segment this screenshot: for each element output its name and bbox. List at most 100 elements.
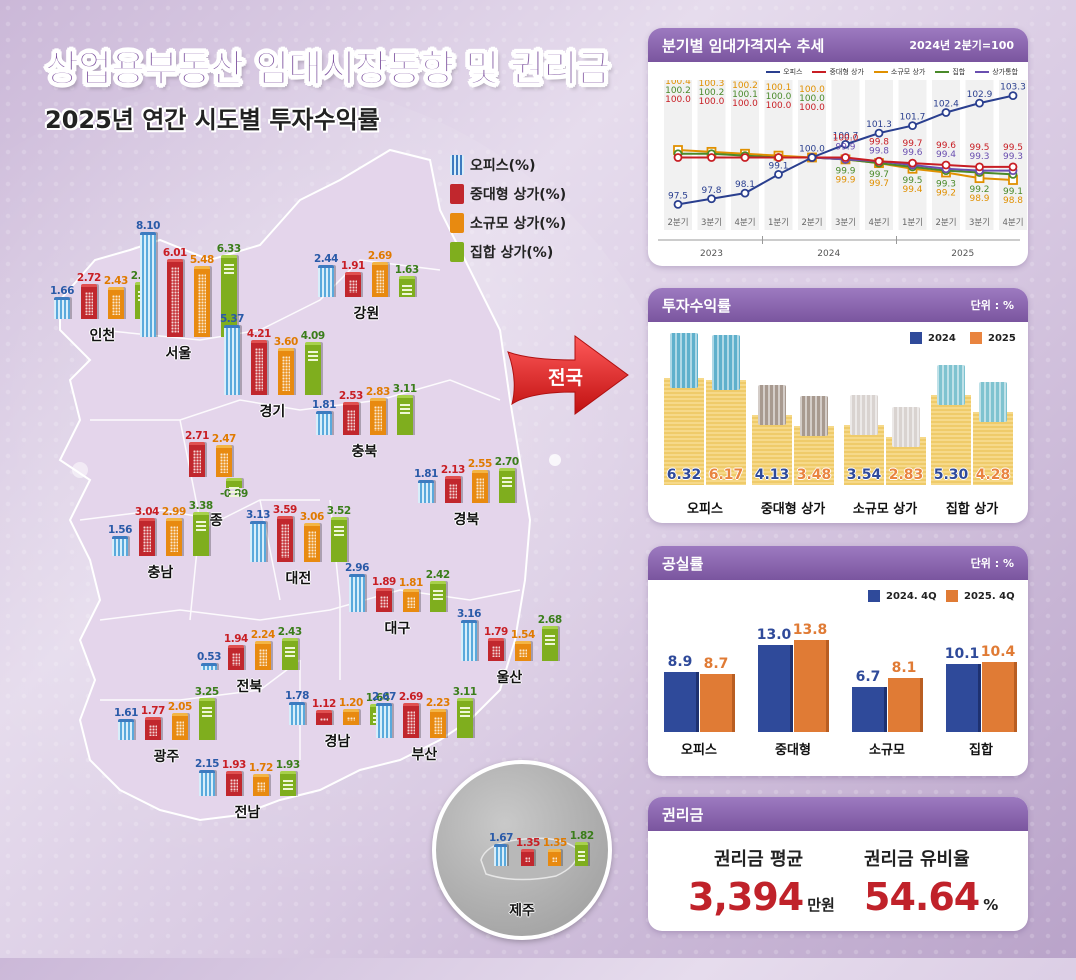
region-gyeonggi: 5.37 4.21 3.60 4.09 경기 xyxy=(220,313,325,421)
mid-retail-bar xyxy=(487,638,504,661)
svg-text:99.7: 99.7 xyxy=(902,139,922,149)
svg-text:97.5: 97.5 xyxy=(668,191,688,201)
investment-return-panel: 투자수익률 단위 : % 2024 2025 6.32 6.17 오피스 4.13 3.… xyxy=(648,288,1028,523)
office-value: 0.53 xyxy=(197,651,221,663)
small-retail-bar xyxy=(193,266,210,337)
svg-text:102.9: 102.9 xyxy=(967,90,993,100)
collective-value: 2.43 xyxy=(277,626,302,638)
small-retail-value: 3.60 xyxy=(273,336,298,348)
vacancy-legend-2024: 2024. 4Q xyxy=(868,590,937,602)
svg-text:2분기: 2분기 xyxy=(667,218,688,228)
mid-retail-bar xyxy=(138,518,155,556)
svg-text:2분기: 2분기 xyxy=(801,218,822,228)
svg-text:99.4: 99.4 xyxy=(902,185,922,195)
building-icon xyxy=(712,335,740,391)
investment-bars: 6.32 6.17 오피스 4.13 3.48 중대형 상가 3.54 2.83 소규모 상가 5… xyxy=(648,288,1028,523)
region-ulsan: 3.16 1.79 1.54 2.68 울산 xyxy=(457,608,562,687)
svg-text:4분기: 4분기 xyxy=(868,218,889,228)
svg-text:100.0: 100.0 xyxy=(665,95,691,105)
vacancy-value: 8.1 xyxy=(891,659,917,676)
category-label: 오피스 xyxy=(681,743,717,758)
mid-retail-value: 1.93 xyxy=(221,759,246,771)
small-retail-bar xyxy=(514,641,531,661)
vacancy-panel: 공실률 단위 : % 2024. 4Q 2025. 4Q 8.9 8.7 오피스 13… xyxy=(648,546,1028,776)
office-value: 8.10 xyxy=(136,220,160,232)
small-retail-value: 1.72 xyxy=(248,762,273,774)
mid-retail-bar xyxy=(402,703,419,738)
collective-value: 3.38 xyxy=(188,500,213,512)
svg-text:99.1: 99.1 xyxy=(768,161,788,171)
jeju-inset: 1.67 1.35 1.35 1.82 제주 xyxy=(432,760,612,940)
office-value: 2.15 xyxy=(195,758,219,770)
premium-average-value: 3,394 만원 xyxy=(688,875,835,919)
mid-retail-value: 1.79 xyxy=(483,626,508,638)
svg-text:100.0: 100.0 xyxy=(799,94,825,104)
region-seoul: 8.10 6.01 5.48 6.33 서울 xyxy=(136,220,241,363)
vacancy-value: 13.0 xyxy=(756,626,792,643)
small-retail-bar xyxy=(342,709,359,725)
panel-unit: 단위 : % xyxy=(970,557,1014,570)
svg-text:3분기: 3분기 xyxy=(969,218,990,228)
mid-retail-bar xyxy=(521,849,535,866)
office-bar xyxy=(494,844,508,866)
collective-value: 1.64 xyxy=(365,692,390,704)
svg-text:100.1: 100.1 xyxy=(732,90,758,100)
legend-mid-retail: 중대형 상가(%) xyxy=(450,184,566,204)
svg-text:2023: 2023 xyxy=(700,249,723,259)
svg-text:103.3: 103.3 xyxy=(1000,83,1026,93)
panel-header: 투자수익률 단위 : % xyxy=(648,288,1028,322)
region-name: 광주 xyxy=(153,749,180,765)
rent-index-panel: 분기별 임대가격지수 추세 2024년 2분기=100 오피스 중대형 상가 소… xyxy=(648,28,1028,266)
region-name: 전남 xyxy=(234,805,261,821)
mid-retail-bar xyxy=(188,442,205,477)
svg-text:100.0: 100.0 xyxy=(799,145,825,155)
small-retail-bar xyxy=(369,398,386,435)
small-retail-bar xyxy=(277,348,294,395)
panel-title: 권리금 xyxy=(662,805,704,824)
small-retail-bar xyxy=(303,523,320,562)
legend-office: 오피스 xyxy=(766,67,802,77)
office-bar xyxy=(460,620,477,661)
svg-text:100.7: 100.7 xyxy=(833,131,859,141)
small-retail-value: 1.35 xyxy=(542,837,567,849)
page-title: 상업용부동산 임대시장동향 및 권리금 xyxy=(44,47,610,91)
collective-value: 3.11 xyxy=(452,686,477,698)
svg-text:99.7: 99.7 xyxy=(869,170,889,180)
region-jeonnam: 2.15 1.93 1.72 1.93 전남 xyxy=(195,758,300,822)
region-sejong: 2.71 2.47 xyxy=(185,430,236,477)
collective-bar xyxy=(192,512,209,556)
mid-retail-bar xyxy=(166,259,183,337)
investment-legend-2024: 2024 xyxy=(910,332,956,344)
investment-bar: 4.13 xyxy=(752,355,792,485)
category-label: 집합 상가 xyxy=(945,502,999,517)
panel-header: 권리금 xyxy=(648,797,1028,831)
building-icon xyxy=(892,406,920,447)
collective-value: 3.25 xyxy=(194,686,219,698)
panel-header: 공실률 단위 : % xyxy=(648,546,1028,580)
office-value: 1.66 xyxy=(50,285,74,297)
legend-label: 오피스(%) xyxy=(470,158,536,174)
svg-text:100.0: 100.0 xyxy=(766,101,792,111)
mid-retail-value: 1.91 xyxy=(340,260,365,272)
office-bar xyxy=(53,297,70,319)
small-retail-bar xyxy=(165,518,182,556)
small-retail-value: 3.06 xyxy=(299,511,324,523)
region-chungnam: 1.56 3.04 2.99 3.38 충남 xyxy=(108,500,213,582)
svg-text:100.0: 100.0 xyxy=(799,85,825,95)
legend-label: 집합 상가(%) xyxy=(470,245,554,261)
office-bar xyxy=(315,411,332,435)
office-value: 2.67 xyxy=(372,691,396,703)
svg-text:98.8: 98.8 xyxy=(1003,196,1023,206)
premium-ratio-value: 54.64% xyxy=(864,875,999,919)
vacancy-bar xyxy=(982,662,1014,732)
svg-text:100.2: 100.2 xyxy=(699,88,725,98)
region-sejong-collective: -0.89 xyxy=(220,478,248,500)
region-name: 전북 xyxy=(236,679,263,695)
svg-text:101.3: 101.3 xyxy=(866,120,892,130)
collective-value: 1.82 xyxy=(569,830,594,842)
office-value: 3.16 xyxy=(457,608,481,620)
office-building-icon xyxy=(450,155,464,175)
region-daegu: 2.96 1.89 1.81 2.42 대구 xyxy=(345,562,450,638)
office-value: 3.13 xyxy=(246,509,270,521)
small-retail-bar xyxy=(471,470,488,503)
